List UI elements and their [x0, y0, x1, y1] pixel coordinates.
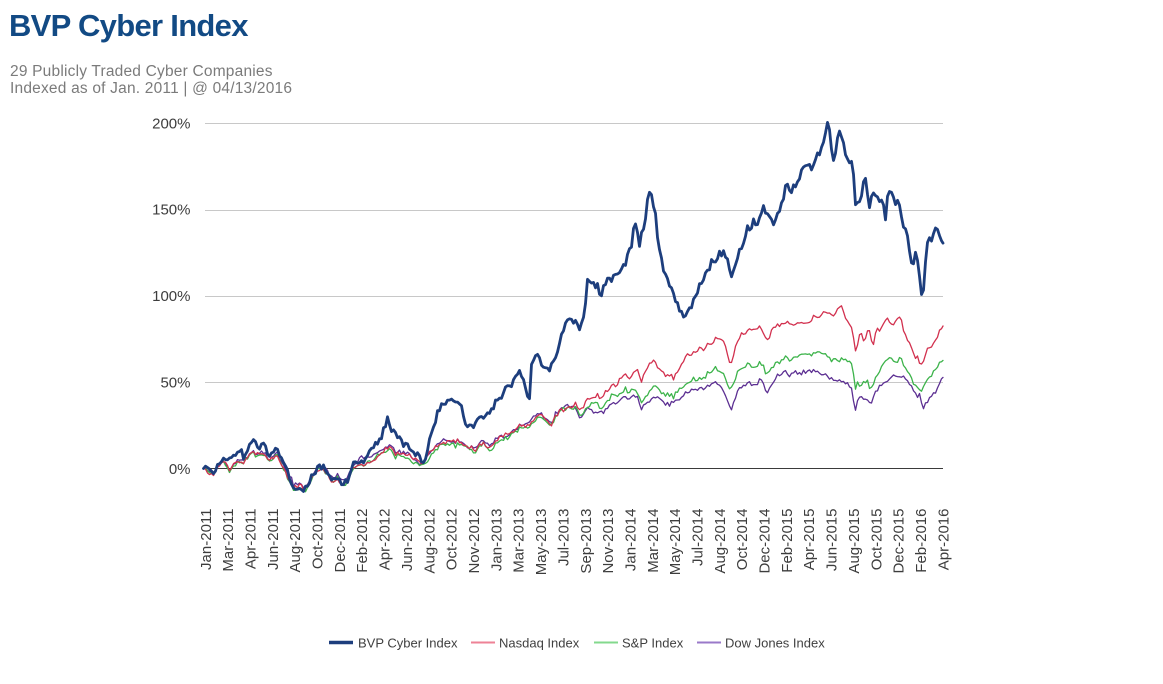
svg-text:Dec-2014: Dec-2014: [757, 509, 774, 574]
svg-text:S&P Index: S&P Index: [622, 636, 684, 651]
svg-text:BVP Cyber Index: BVP Cyber Index: [358, 636, 458, 651]
svg-text:0%: 0%: [169, 461, 191, 478]
svg-text:Aug-2015: Aug-2015: [846, 509, 863, 574]
svg-text:Mar-2013: Mar-2013: [511, 509, 528, 573]
svg-text:Apr-2016: Apr-2016: [935, 509, 952, 571]
svg-text:May-2013: May-2013: [533, 509, 550, 576]
svg-text:Jul-2014: Jul-2014: [690, 509, 707, 567]
svg-text:Oct-2014: Oct-2014: [734, 509, 751, 571]
svg-text:Jun-2015: Jun-2015: [824, 509, 841, 572]
svg-text:Jan-2013: Jan-2013: [488, 509, 505, 572]
svg-text:Jan-2014: Jan-2014: [623, 509, 640, 572]
svg-text:Apr-2011: Apr-2011: [243, 509, 260, 570]
svg-text:Oct-2012: Oct-2012: [444, 509, 461, 571]
svg-text:Feb-2015: Feb-2015: [779, 509, 796, 573]
svg-text:Oct-2015: Oct-2015: [868, 509, 885, 571]
svg-text:Dec-2011: Dec-2011: [332, 509, 349, 573]
svg-text:Nov-2013: Nov-2013: [600, 509, 617, 574]
svg-text:Mar-2014: Mar-2014: [645, 509, 662, 573]
svg-text:Aug-2012: Aug-2012: [421, 509, 438, 574]
svg-text:Mar-2011: Mar-2011: [220, 509, 237, 572]
svg-text:Sep-2013: Sep-2013: [578, 509, 595, 574]
svg-text:Dec-2015: Dec-2015: [891, 509, 908, 574]
svg-text:Nasdaq Index: Nasdaq Index: [499, 636, 580, 651]
svg-text:Aug-2011: Aug-2011: [287, 509, 304, 573]
svg-text:Aug-2014: Aug-2014: [712, 509, 729, 574]
svg-text:Oct-2011: Oct-2011: [310, 509, 327, 570]
svg-text:May-2014: May-2014: [667, 509, 684, 576]
svg-text:Apr-2012: Apr-2012: [377, 509, 394, 571]
svg-text:200%: 200%: [152, 115, 190, 132]
svg-text:Feb-2012: Feb-2012: [354, 509, 371, 573]
svg-text:Jul-2013: Jul-2013: [555, 509, 572, 567]
svg-text:Jun-2011: Jun-2011: [265, 509, 282, 570]
svg-text:Jun-2012: Jun-2012: [399, 509, 416, 572]
svg-text:Jan-2011: Jan-2011: [198, 509, 215, 570]
svg-text:Feb-2016: Feb-2016: [913, 509, 930, 573]
svg-text:100%: 100%: [152, 288, 190, 305]
svg-text:Apr-2015: Apr-2015: [801, 509, 818, 571]
svg-text:150%: 150%: [152, 202, 190, 219]
svg-text:Nov-2012: Nov-2012: [466, 509, 483, 574]
svg-text:Dow Jones Index: Dow Jones Index: [725, 636, 825, 651]
svg-text:50%: 50%: [160, 374, 190, 391]
